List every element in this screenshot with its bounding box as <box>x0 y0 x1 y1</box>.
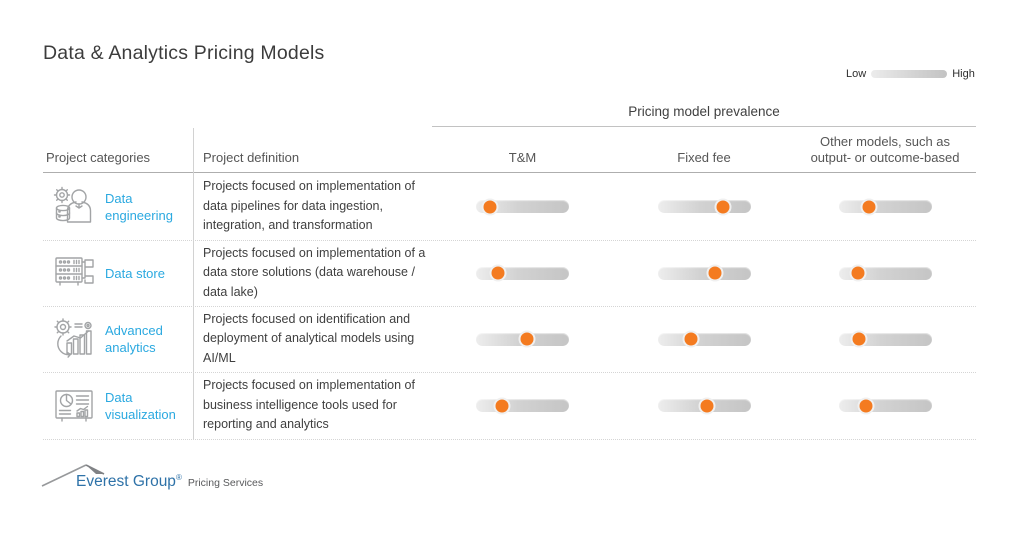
group-header-prevalence: Pricing model prevalence <box>628 104 780 119</box>
brand-name: Everest Group® <box>76 472 182 490</box>
slider-track <box>657 330 751 348</box>
group-header-rule <box>432 126 976 127</box>
data-visualization-icon <box>49 372 99 439</box>
prevalence-slider-tm <box>432 240 613 306</box>
category-label: Data engineering <box>105 190 173 223</box>
slider-dot <box>706 264 724 282</box>
column-header-definition: Project definition <box>203 150 300 165</box>
slider-track <box>476 264 569 282</box>
slider-track <box>839 198 932 215</box>
slider-track <box>839 397 932 414</box>
slider-dot <box>518 330 536 348</box>
table-row-data-engineering: Data engineering Projects focused on imp… <box>43 173 976 241</box>
prevalence-slider-tm <box>432 306 613 372</box>
category-definition: Projects focused on implementation of a … <box>203 245 426 299</box>
slider-dot <box>698 397 716 414</box>
table-row-advanced-analytics: Advanced analytics Projects focused on i… <box>43 306 976 373</box>
legend-high-label: High <box>952 68 975 80</box>
slider-track <box>657 264 751 282</box>
slider-dot <box>493 397 511 414</box>
prevalence-slider-fixed-fee <box>613 372 795 439</box>
category-label: Data visualization <box>105 389 176 422</box>
column-header-tm: T&M <box>508 150 537 165</box>
slider-track <box>476 397 569 414</box>
everest-group-logo: Everest Group® Pricing Services <box>40 460 263 490</box>
slider-track <box>657 198 751 215</box>
prevalence-slider-fixed-fee <box>613 306 795 372</box>
brand-tagline: Pricing Services <box>187 477 264 489</box>
header-underline <box>43 172 976 173</box>
prevalence-slider-tm <box>432 173 613 240</box>
prevalence-slider-other <box>795 173 976 240</box>
column-header-fixed-fee: Fixed fee <box>677 150 731 165</box>
slider-track <box>476 330 569 348</box>
slider-dot <box>849 264 867 282</box>
slider-dot <box>714 198 732 215</box>
column-header-categories: Project categories <box>46 150 151 165</box>
slider-dot <box>857 397 875 414</box>
legend-gradient-bar <box>871 70 948 78</box>
slider-dot <box>489 264 507 282</box>
table-row-data-visualization: Data visualization Projects focused on i… <box>43 372 976 440</box>
category-definition: Projects focused on implementation of da… <box>203 179 415 233</box>
slider-track <box>657 397 751 414</box>
page-title: Data & Analytics Pricing Models <box>43 42 325 64</box>
slider-track <box>476 198 569 215</box>
slider-dot <box>850 330 868 348</box>
column-header-other-models: Other models, such as output- or outcome… <box>810 134 960 165</box>
prevalence-slider-tm <box>432 372 613 439</box>
category-label: Data store <box>105 265 165 281</box>
prevalence-slider-other <box>795 306 976 372</box>
mountain-icon <box>41 464 105 487</box>
column-divider <box>193 128 194 439</box>
prevalence-slider-other <box>795 372 976 439</box>
prevalence-slider-other <box>795 240 976 306</box>
advanced-analytics-icon <box>49 306 99 372</box>
slider-dot <box>481 198 499 215</box>
table-row-data-store: Data store Projects focused on implement… <box>43 240 976 307</box>
category-definition: Projects focused on implementation of bu… <box>203 378 415 432</box>
data-store-icon <box>49 240 99 306</box>
slider-track <box>839 264 932 282</box>
prevalence-slider-fixed-fee <box>613 173 795 240</box>
category-definition: Projects focused on identification and d… <box>203 311 415 365</box>
category-label: Advanced analytics <box>105 323 163 355</box>
prevalence-slider-fixed-fee <box>613 240 795 306</box>
data-engineering-icon <box>49 173 99 240</box>
slider-track <box>839 330 932 348</box>
legend-low-label: Low <box>846 68 867 80</box>
slider-dot <box>860 198 878 215</box>
prevalence-legend: Low High <box>846 68 975 80</box>
slider-dot <box>682 330 700 348</box>
